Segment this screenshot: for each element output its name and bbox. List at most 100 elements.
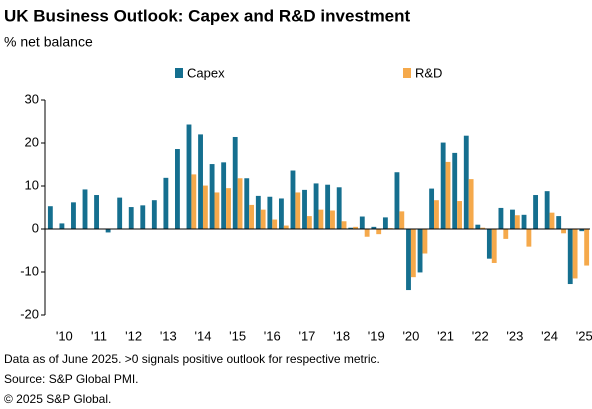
- bar: [406, 229, 411, 291]
- bar: [117, 197, 123, 229]
- bar: [226, 188, 231, 229]
- bar: [533, 195, 539, 229]
- bar: [348, 227, 354, 229]
- bar: [364, 229, 370, 237]
- bar: [382, 217, 388, 229]
- chart-title: UK Business Outlook: Capex and R&D inves…: [4, 6, 411, 25]
- x-tick-label: '15: [229, 328, 246, 343]
- x-tick-label: '25: [576, 328, 592, 343]
- bar: [186, 124, 192, 229]
- bar: [468, 179, 474, 229]
- x-tick-label: '17: [298, 328, 315, 343]
- x-tick-label: '18: [333, 328, 350, 343]
- note: Source: S&P Global PMI.: [4, 372, 139, 386]
- bar: [475, 224, 481, 229]
- bar: [202, 185, 208, 229]
- bar: [255, 195, 261, 229]
- x-tick-label: '12: [125, 328, 142, 343]
- bar: [249, 204, 255, 229]
- bar: [359, 216, 365, 229]
- bar: [514, 215, 520, 229]
- bar: [47, 206, 53, 229]
- x-tick-label: '20: [402, 328, 419, 343]
- bar: [399, 211, 405, 229]
- note: © 2025 S&P Global.: [4, 392, 111, 406]
- y-tick-label: 0: [32, 220, 39, 235]
- bar: [561, 229, 566, 234]
- x-tick-label: '19: [368, 328, 385, 343]
- y-tick-label: 10: [25, 177, 39, 192]
- bar: [503, 229, 509, 239]
- bar: [140, 205, 146, 229]
- bar: [318, 209, 324, 229]
- y-tick-label: -10: [20, 263, 39, 278]
- bar: [463, 135, 469, 229]
- bar: [244, 178, 250, 229]
- bar: [452, 152, 458, 229]
- bar: [325, 184, 331, 229]
- bar: [336, 187, 342, 229]
- bar: [237, 178, 243, 229]
- legend-label: R&D: [415, 65, 442, 80]
- bar: [151, 200, 157, 229]
- bar: [486, 229, 492, 259]
- bar: [491, 229, 497, 263]
- bar: [272, 219, 278, 229]
- bar: [480, 227, 486, 229]
- bar: [306, 216, 312, 229]
- bar: [410, 229, 416, 278]
- x-tick-label: '10: [56, 328, 73, 343]
- x-tick-label: '22: [472, 328, 489, 343]
- bar: [283, 225, 289, 229]
- bar: [341, 221, 347, 229]
- bar: [371, 226, 377, 229]
- bar: [584, 229, 590, 266]
- y-tick-label: 20: [25, 134, 39, 149]
- bar: [71, 202, 76, 229]
- bar: [295, 192, 301, 229]
- bar: [434, 200, 439, 229]
- bar: [445, 161, 451, 229]
- bar: [510, 209, 515, 229]
- bar: [59, 223, 65, 229]
- bar: [567, 229, 573, 285]
- bar: [394, 172, 400, 229]
- bar: [544, 191, 550, 229]
- bar: [267, 196, 273, 229]
- chart-subtitle: % net balance: [4, 34, 93, 50]
- bar: [579, 229, 585, 232]
- bar: [572, 229, 578, 279]
- bar: [440, 142, 446, 229]
- bar: [232, 136, 238, 229]
- bar: [290, 170, 296, 229]
- x-tick-label: '23: [506, 328, 523, 343]
- bar: [457, 201, 462, 229]
- bar: [278, 198, 284, 229]
- bar: [221, 162, 227, 229]
- bar: [94, 195, 99, 229]
- bar: [417, 229, 423, 273]
- bar: [556, 216, 562, 229]
- bar: [353, 226, 359, 229]
- bar: [376, 229, 382, 235]
- y-tick-label: -20: [20, 306, 39, 321]
- legend-label: Capex: [187, 65, 225, 80]
- bar: [191, 174, 197, 229]
- x-tick-label: '24: [541, 328, 558, 343]
- bar: [198, 134, 203, 229]
- legend-swatch: [403, 68, 411, 78]
- bar: [302, 189, 307, 229]
- bar: [313, 183, 319, 229]
- x-tick-label: '13: [160, 328, 177, 343]
- x-tick-label: '21: [437, 328, 454, 343]
- x-tick-label: '11: [91, 328, 107, 343]
- bar: [498, 207, 504, 229]
- x-tick-label: '14: [194, 328, 211, 343]
- bar: [128, 207, 134, 229]
- bar: [105, 229, 111, 233]
- y-tick-label: 30: [25, 91, 39, 106]
- bar: [521, 214, 527, 229]
- bar: [330, 210, 335, 229]
- bar: [214, 192, 220, 229]
